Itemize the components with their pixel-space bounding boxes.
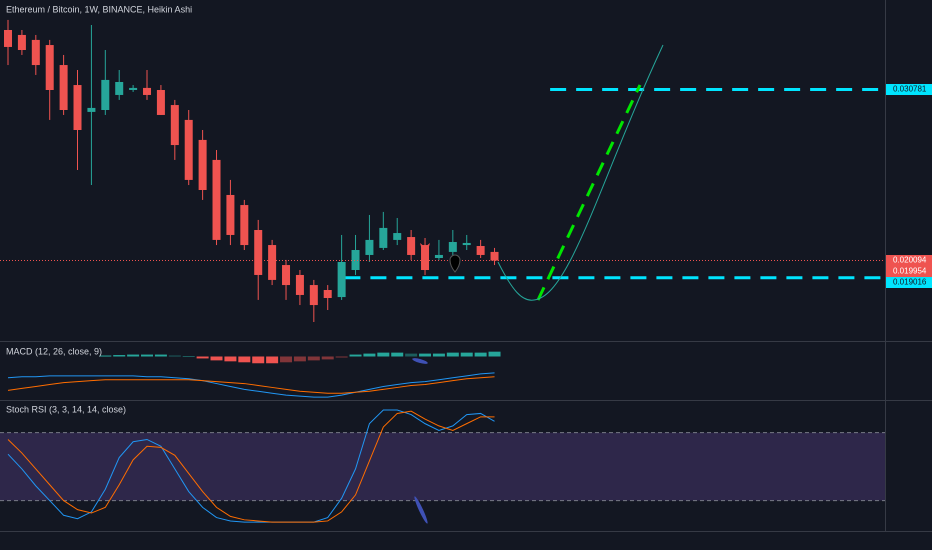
chart-title: Ethereum / Bitcoin, 1W, BINANCE, Heikin … [6,4,192,14]
histogram-bar [127,354,140,357]
candle-body [351,250,360,271]
highlight-ellipse [412,358,428,364]
stoch-title: Stoch RSI (3, 3, 14, 14, close) [6,404,126,414]
price-label-box [886,266,932,278]
band [0,432,885,501]
histogram-bar [446,352,459,357]
histogram-bar [252,356,265,364]
macd-title: MACD (12, 26, close, 9) [6,346,102,356]
marks [0,19,885,523]
histogram-bar [391,352,404,357]
histogram-bar [196,356,209,359]
candle-body [254,230,263,275]
histogram-bar [182,356,195,358]
candle-body [393,233,402,240]
indicator-line [7,372,495,398]
price-label: 0.030781 [893,85,927,94]
candle-body [295,274,304,295]
price-label: 0.019954 [893,267,927,276]
candle-body [309,285,318,306]
candle-body [170,105,179,146]
indicator-line [7,376,495,394]
flag-icon [420,243,430,250]
histogram-bar [363,353,376,357]
candle-body [462,242,471,246]
candle-body [379,227,388,248]
candle-body [17,34,26,51]
histogram-bar [154,354,167,357]
candle-body [4,30,13,47]
histogram-bar [460,352,473,357]
candle-body [476,246,485,255]
histogram-bar [99,355,112,357]
candle-body [129,87,138,91]
candle-body [268,245,277,280]
histogram-bar [113,355,126,357]
candle-body [143,87,152,95]
candle-body [198,139,207,191]
histogram-bar [349,354,362,357]
histogram-bar [419,353,432,357]
candle-body [45,45,54,91]
candle-body [115,82,124,95]
candle-body [87,107,96,112]
price-label: 0.019016 [893,278,927,287]
histogram-bar [224,356,237,362]
candle-body [490,251,499,261]
indicator-line [7,410,495,523]
histogram-bar [307,356,320,361]
candle-body [73,85,82,131]
candle-body [421,245,430,271]
histogram-bar [488,351,501,357]
candle-body [59,65,68,111]
price-label-box [886,255,932,267]
candle-body [31,39,40,66]
price-label-box [886,277,932,289]
histogram-bar [321,356,334,360]
candle-body [448,242,457,252]
histogram-bar [474,352,487,357]
histogram-bar [266,356,279,364]
histogram-bar [238,356,251,363]
candle-body [365,239,374,255]
projection-curve [497,44,664,301]
histogram-bar [432,353,445,357]
candle-body [101,79,110,111]
candle-body [407,237,416,255]
candle-body [184,119,193,180]
candle-body [282,265,291,286]
histogram-bar [405,353,418,357]
projection-line [536,84,642,301]
candle-body [323,290,332,299]
pin-icon [449,254,461,273]
histogram-bar [335,356,348,358]
highlight-ellipse [414,496,428,524]
grid [0,432,885,502]
histogram-bar [293,356,306,362]
candle-body [240,205,249,246]
histogram-bar [377,352,390,357]
price-label: 0.020094 [893,256,927,265]
candle-body [226,194,235,235]
candle-body [337,262,346,298]
candle-body [434,254,443,259]
candle-body [212,159,221,240]
histogram-bar [141,354,154,357]
histogram-bar [280,356,293,363]
price-label-box [886,84,932,96]
indicator-line [7,409,495,523]
candle-body [156,90,165,115]
axis: 0.030781 0.020094 0.019954 0.019016 [886,84,932,289]
histogram-bar [168,355,181,357]
histogram-bar [210,356,223,361]
